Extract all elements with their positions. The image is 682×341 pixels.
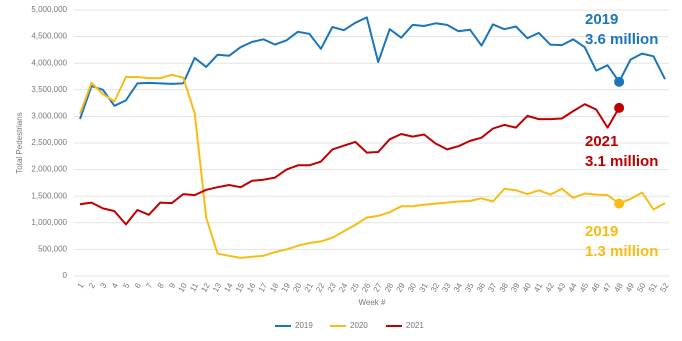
x-tick-label: 43 xyxy=(555,281,568,294)
y-tick-label: 5,000,000 xyxy=(31,5,67,14)
x-tick-label: 3 xyxy=(98,281,108,290)
y-tick-label: 500,000 xyxy=(38,245,67,254)
x-tick-label: 19 xyxy=(280,281,293,294)
x-tick-label: 10 xyxy=(177,281,190,294)
x-tick-label: 23 xyxy=(326,281,339,294)
y-tick-label: 2,000,000 xyxy=(31,165,67,174)
x-tick-label: 9 xyxy=(167,281,177,290)
x-tick-label: 37 xyxy=(486,281,499,294)
x-tick-label: 27 xyxy=(372,281,385,294)
x-tick-label: 26 xyxy=(360,281,373,294)
annotation: 2019 xyxy=(585,223,618,240)
annotation: 3.6 million xyxy=(585,31,658,48)
x-tick-label: 49 xyxy=(624,281,637,294)
x-tick-label: 28 xyxy=(383,281,396,294)
y-tick-label: 3,000,000 xyxy=(31,112,67,121)
series-line xyxy=(79,103,620,226)
x-tick-label: 6 xyxy=(133,281,143,290)
y-axis-label: Total Pedestrians xyxy=(15,112,24,173)
x-tick-label: 5 xyxy=(121,281,131,290)
highlight-dot xyxy=(614,76,625,87)
y-tick-label: 3,500,000 xyxy=(31,85,67,94)
x-tick-label: 46 xyxy=(589,281,602,294)
x-tick-label: 7 xyxy=(144,281,154,290)
x-tick-label: 15 xyxy=(234,281,247,294)
x-tick-label: 39 xyxy=(509,281,522,294)
annotation: 1.3 million xyxy=(585,243,658,260)
x-tick-label: 20 xyxy=(291,281,304,294)
x-tick-label: 12 xyxy=(199,281,212,294)
highlight-dot xyxy=(614,198,625,209)
x-tick-label: 40 xyxy=(521,281,534,294)
x-tick-label: 32 xyxy=(429,281,442,294)
legend-label: 2020 xyxy=(350,321,368,330)
series-line xyxy=(79,16,666,120)
x-tick-label: 16 xyxy=(245,281,258,294)
x-tick-label: 48 xyxy=(612,281,625,294)
y-tick-label: 0 xyxy=(63,271,68,280)
y-tick-label: 2,500,000 xyxy=(31,138,67,147)
x-tick-label: 50 xyxy=(635,281,648,294)
annotation: 2021 xyxy=(585,133,618,150)
x-tick-label: 42 xyxy=(544,281,557,294)
x-tick-label: 8 xyxy=(156,281,166,290)
x-tick-label: 21 xyxy=(303,281,316,294)
x-tick-label: 4 xyxy=(110,281,120,290)
x-axis-label: Week # xyxy=(359,298,387,307)
x-tick-label: 25 xyxy=(349,281,362,294)
x-tick-label: 36 xyxy=(475,281,488,294)
legend-label: 2021 xyxy=(406,321,424,330)
series-line xyxy=(79,73,666,259)
x-tick-label: 41 xyxy=(532,281,545,294)
y-tick-label: 4,500,000 xyxy=(31,32,67,41)
x-tick-label: 13 xyxy=(211,281,224,294)
x-tick-label: 29 xyxy=(394,281,407,294)
x-tick-label: 52 xyxy=(658,281,671,294)
x-tick-label: 34 xyxy=(452,281,465,294)
y-tick-label: 1,500,000 xyxy=(31,191,67,200)
x-tick-label: 14 xyxy=(222,281,235,294)
x-tick-label: 24 xyxy=(337,281,350,294)
x-tick-label: 45 xyxy=(578,281,591,294)
x-tick-label: 51 xyxy=(647,281,660,294)
x-tick-label: 31 xyxy=(417,281,430,294)
x-tick-label: 35 xyxy=(463,281,476,294)
x-tick-label: 17 xyxy=(257,281,270,294)
annotation: 2019 xyxy=(585,11,618,28)
x-tick-label: 1 xyxy=(76,281,86,290)
y-tick-label: 1,000,000 xyxy=(31,218,67,227)
x-tick-label: 22 xyxy=(314,281,327,294)
x-tick-label: 30 xyxy=(406,281,419,294)
x-tick-label: 47 xyxy=(601,281,614,294)
x-tick-label: 38 xyxy=(498,281,511,294)
x-tick-label: 33 xyxy=(440,281,453,294)
legend-label: 2019 xyxy=(295,321,313,330)
x-tick-label: 44 xyxy=(567,281,580,294)
highlight-dot xyxy=(614,102,625,113)
x-tick-label: 18 xyxy=(268,281,281,294)
annotation: 3.1 million xyxy=(585,153,658,170)
x-tick-label: 2 xyxy=(87,281,97,290)
y-tick-label: 4,000,000 xyxy=(31,58,67,67)
x-tick-label: 11 xyxy=(188,281,200,293)
